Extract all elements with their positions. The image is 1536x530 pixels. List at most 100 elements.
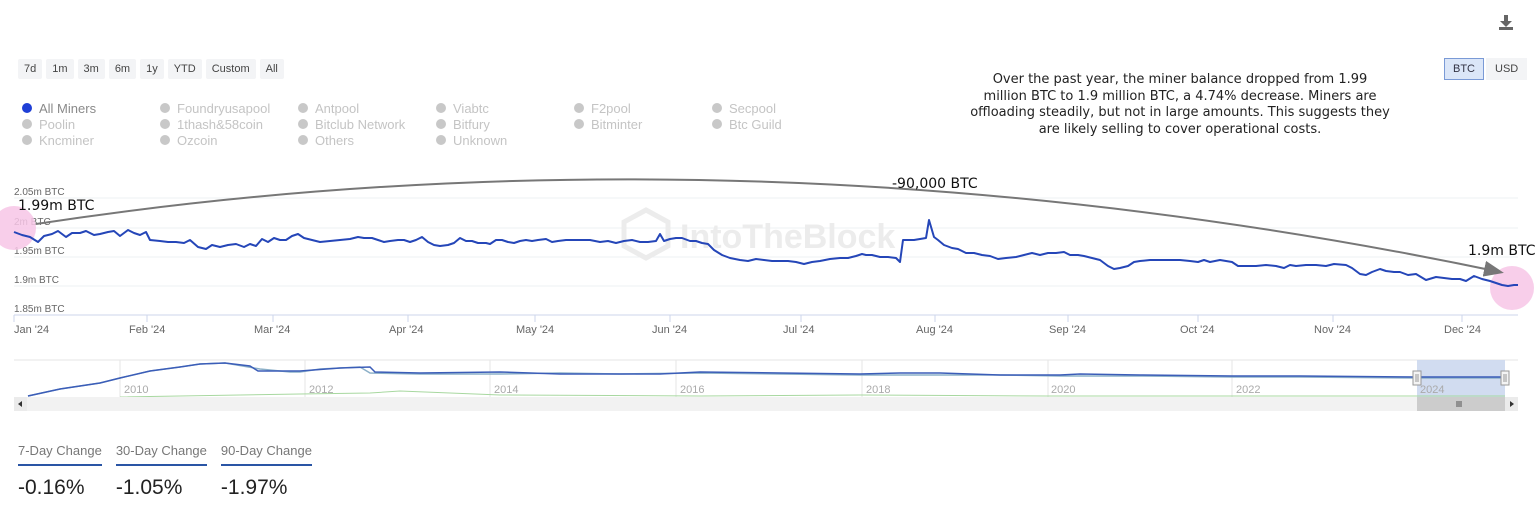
- start-highlight: [0, 206, 36, 250]
- legend-label: 1thash&58coin: [177, 116, 264, 132]
- legend-dot-icon: [22, 135, 32, 145]
- svg-text:2016: 2016: [680, 384, 704, 396]
- download-button[interactable]: [1496, 12, 1516, 32]
- svg-text:2010: 2010: [124, 384, 148, 396]
- svg-text:2022: 2022: [1236, 384, 1260, 396]
- legend-item-btc-guild[interactable]: Btc Guild: [712, 117, 850, 132]
- legend-label: Bitclub Network: [315, 116, 406, 132]
- legend-item-unknown[interactable]: Unknown: [436, 133, 574, 148]
- arrow-left-icon: [18, 401, 22, 407]
- end-highlight: [1490, 266, 1534, 310]
- stat-label[interactable]: 7-Day Change: [18, 443, 102, 466]
- range-1m-button[interactable]: 1m: [46, 59, 74, 79]
- legend-item-bitclub-network[interactable]: Bitclub Network: [298, 116, 436, 132]
- legend-label: Foundryusapool: [177, 100, 271, 116]
- scrollbar[interactable]: [14, 397, 1518, 411]
- svg-text:1.9m BTC: 1.9m BTC: [14, 275, 59, 286]
- svg-text:2012: 2012: [309, 384, 333, 396]
- svg-text:Sep '24: Sep '24: [1049, 324, 1086, 336]
- stat-7-day: 7-Day Change -0.16%: [18, 443, 102, 500]
- unit-usd-button[interactable]: USD: [1486, 58, 1528, 80]
- legend-label: Others: [315, 132, 355, 148]
- range-6m-button[interactable]: 6m: [108, 59, 137, 79]
- change-callout: -90,000 BTC: [892, 176, 978, 192]
- legend-dot-icon: [436, 135, 446, 145]
- navigator-handle-right[interactable]: [1500, 370, 1510, 386]
- scroll-right-button[interactable]: [1505, 397, 1518, 411]
- legend-item-poolin[interactable]: Poolin: [22, 116, 160, 132]
- change-arrow: [35, 178, 1504, 277]
- chart-legend: All Miners Foundryusapool Antpool Viabtc…: [22, 100, 850, 148]
- range-selector: 7d 1m 3m 6m 1y YTD Custom All: [18, 59, 284, 79]
- legend-item-others[interactable]: Others: [298, 132, 436, 148]
- range-3m-button[interactable]: 3m: [77, 59, 105, 79]
- stat-value: -0.16%: [18, 476, 85, 499]
- legend-dot-icon: [160, 135, 170, 145]
- legend-item-f2pool[interactable]: F2pool: [574, 100, 712, 116]
- svg-text:Dec '24: Dec '24: [1444, 324, 1481, 336]
- stat-label[interactable]: 30-Day Change: [115, 443, 207, 466]
- legend-item-all-miners[interactable]: All Miners: [22, 100, 160, 116]
- range-all-button[interactable]: All: [259, 59, 284, 79]
- grip-icon: [1456, 401, 1462, 407]
- stat-90-day: 90-Day Change -1.97%: [220, 443, 312, 500]
- legend-label: Viabtc: [453, 100, 489, 116]
- legend-dot-icon: [160, 103, 170, 113]
- watermark: IntoTheBlock: [621, 207, 895, 261]
- legend-item-bitfury[interactable]: Bitfury: [436, 116, 574, 132]
- legend-item-viabtc[interactable]: Viabtc: [436, 100, 574, 116]
- svg-text:2014: 2014: [494, 384, 518, 396]
- legend-dot-icon: [712, 119, 722, 129]
- range-custom-button[interactable]: Custom: [205, 59, 256, 79]
- range-7d-button[interactable]: 7d: [18, 59, 43, 79]
- unit-toggle: BTC USD: [1444, 58, 1528, 80]
- series-line-all-miners[interactable]: [13, 219, 1518, 287]
- legend-label: F2pool: [591, 100, 631, 116]
- range-1y-button[interactable]: 1y: [140, 59, 164, 79]
- legend-dot-icon: [298, 103, 308, 113]
- legend-dot-icon: [436, 103, 446, 113]
- navigator: 2010 2012 2014 2016 2018 2020 2022 2024: [14, 359, 1518, 398]
- svg-text:Feb '24: Feb '24: [129, 324, 165, 336]
- svg-text:Jul '24: Jul '24: [783, 324, 814, 336]
- svg-text:Apr '24: Apr '24: [389, 324, 424, 336]
- svg-text:Mar '24: Mar '24: [254, 324, 290, 336]
- x-axis-labels: Jan '24 Feb '24 Mar '24 Apr '24 May '24 …: [14, 324, 1481, 336]
- svg-text:IntoTheBlock: IntoTheBlock: [680, 218, 895, 256]
- legend-item-kncminer[interactable]: Kncminer: [22, 133, 160, 148]
- svg-text:2.05m BTC: 2.05m BTC: [14, 187, 65, 198]
- navigator-handle-left[interactable]: [1412, 370, 1422, 386]
- stat-label[interactable]: 90-Day Change: [220, 443, 312, 466]
- gridlines: [14, 197, 1518, 316]
- legend-dot-icon: [436, 119, 446, 129]
- svg-text:Nov '24: Nov '24: [1314, 324, 1351, 336]
- legend-item-foundryusapool[interactable]: Foundryusapool: [160, 100, 298, 116]
- legend-dot-icon: [574, 119, 584, 129]
- legend-item-secpool[interactable]: Secpool: [712, 101, 850, 116]
- legend-label: Antpool: [315, 100, 360, 116]
- legend-item-antpool[interactable]: Antpool: [298, 100, 436, 116]
- stat-value: -1.05%: [115, 476, 183, 499]
- svg-text:Aug '24: Aug '24: [916, 324, 953, 336]
- chart-area: IntoTheBlock 2.05m BTC 2m BTC 1.95m BTC …: [0, 176, 1536, 411]
- stat-30-day: 30-Day Change -1.05%: [115, 443, 207, 500]
- stat-value: -1.97%: [220, 476, 288, 499]
- svg-text:Jan '24: Jan '24: [14, 324, 49, 336]
- svg-text:Jun '24: Jun '24: [652, 324, 687, 336]
- legend-dot-icon: [298, 135, 308, 145]
- svg-text:1.95m BTC: 1.95m BTC: [14, 246, 65, 257]
- legend-item-ozcoin[interactable]: Ozcoin: [160, 132, 298, 148]
- scroll-left-button[interactable]: [14, 397, 27, 411]
- range-ytd-button[interactable]: YTD: [167, 59, 202, 79]
- legend-label: Ozcoin: [177, 132, 218, 148]
- legend-label: Bitfury: [453, 116, 490, 132]
- start-callout: 1.99m BTC: [18, 198, 95, 214]
- legend-item-1thash-58coin[interactable]: 1thash&58coin: [160, 116, 298, 132]
- legend-dot-icon: [160, 119, 170, 129]
- legend-label: All Miners: [39, 100, 97, 116]
- unit-btc-button[interactable]: BTC: [1444, 58, 1484, 80]
- legend-label: Bitminter: [591, 116, 643, 132]
- legend-label: Poolin: [39, 116, 76, 132]
- legend-item-bitminter[interactable]: Bitminter: [574, 116, 712, 132]
- x-axis: [13, 315, 1463, 322]
